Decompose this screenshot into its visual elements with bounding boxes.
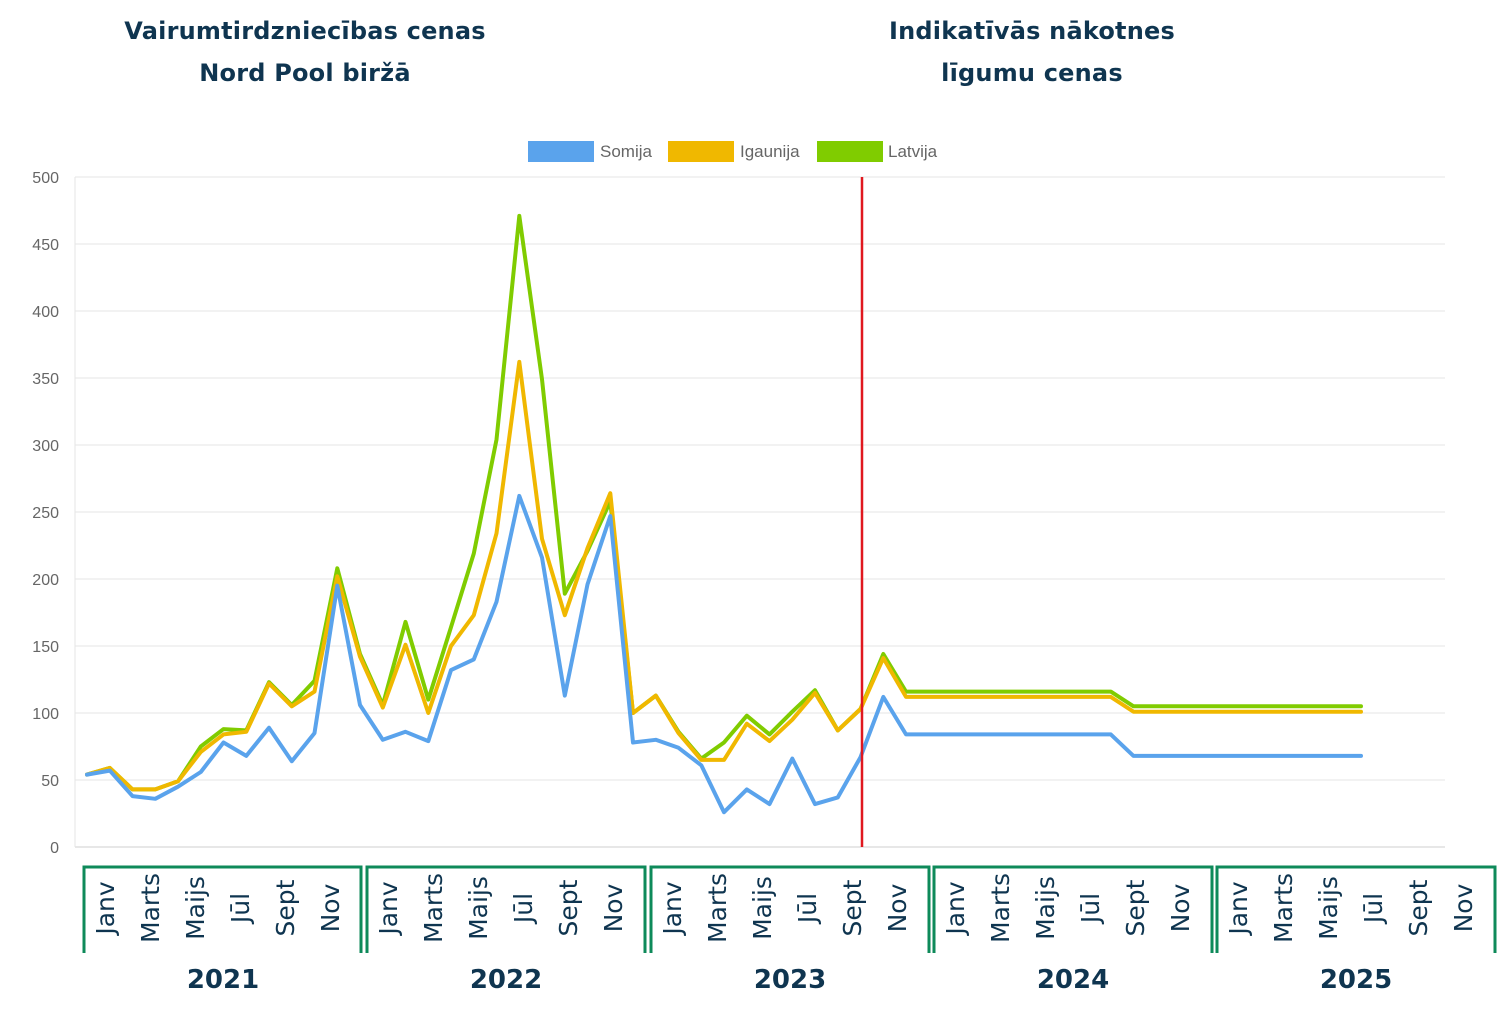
x-month-label: Nov [883,883,912,932]
y-tick-label: 100 [32,706,59,723]
legend-swatch-latvija [817,141,883,162]
x-month-label: Nov [316,883,345,932]
x-year-label: 2022 [470,965,542,995]
x-month-label: Jūl [226,893,255,925]
x-month-label: Nov [1449,883,1478,932]
x-month-label: Maijs [748,876,777,940]
heading-futures: Indikatīvās nākotnes līgumu cenas [832,10,1232,94]
x-month-label: Sept [554,879,583,936]
series-line-latvija [85,213,1363,792]
x-year-label: 2021 [187,965,259,995]
year-bracket-2024 [932,865,1214,953]
year-bracket-2023 [649,865,931,953]
y-tick-label: 0 [50,840,59,857]
legend-label-somija: Somija [600,142,653,161]
x-month-label: Jūl [509,893,538,925]
legend-label-igaunija: Igaunija [740,142,800,161]
y-tick-label: 350 [32,371,59,388]
x-month-label: Maijs [181,876,210,940]
legend-swatch-igaunija [668,141,734,162]
x-month-label: Maijs [1031,876,1060,940]
x-month-label: Marts [703,873,732,943]
y-tick-label: 450 [32,237,59,254]
legend-swatch-somija [528,141,594,162]
year-bracket-2022 [365,865,647,953]
x-month-label: Sept [838,879,867,936]
series-line-somija [85,493,1363,815]
y-tick-label: 200 [32,572,59,589]
x-month-label: Janv [374,881,403,937]
x-month-label: Maijs [464,876,493,940]
y-tick-label: 50 [41,773,59,790]
x-month-label: Nov [1166,883,1195,932]
heading-wholesale: Vairumtirdzniecības cenas Nord Pool birž… [105,10,505,94]
x-month-label: Janv [91,881,120,937]
x-month-label: Janv [941,881,970,937]
year-bracket-2025 [1215,865,1497,953]
heading-futures-line-1: Indikatīvās nākotnes [889,17,1175,45]
x-month-label: Marts [1269,873,1298,943]
x-month-label: Sept [1121,879,1150,936]
x-month-label: Marts [136,873,165,943]
chart-series-lines [85,213,1363,815]
x-month-label: Sept [271,879,300,936]
year-bracket-2021 [82,865,363,953]
x-year-label: 2025 [1320,965,1392,995]
y-tick-label: 400 [32,304,59,321]
x-month-label: Jūl [1359,893,1388,925]
chart-grid [74,176,1445,848]
heading-wholesale-line-1: Vairumtirdzniecības cenas [124,17,486,45]
y-tick-label: 500 [32,170,59,187]
x-year-label: 2023 [754,965,826,995]
y-axis: 0 50 100 150 200 250 300 350 400 450 500 [32,170,59,857]
x-month-label: Marts [419,873,448,943]
legend-label-latvija: Latvija [888,142,938,161]
chart-legend: Somija Igaunija Latvija [528,141,938,162]
x-month-label: Jūl [793,893,822,925]
x-axis: Janv Marts Maijs Jūl Sept Nov 2021 Janv Marts Mai… [82,865,1497,995]
heading-futures-line-2: līgumu cenas [941,59,1123,87]
x-month-label: Marts [986,873,1015,943]
x-month-label: Nov [599,883,628,932]
x-year-label: 2024 [1037,965,1109,995]
x-month-label: Sept [1404,879,1433,936]
x-month-label: Janv [1224,881,1253,937]
x-month-label: Jūl [1076,893,1105,925]
y-tick-label: 250 [32,505,59,522]
y-tick-label: 300 [32,438,59,455]
x-month-label: Janv [658,881,687,937]
heading-wholesale-line-2: Nord Pool biržā [199,59,411,87]
y-tick-label: 150 [32,639,59,656]
x-month-label: Maijs [1314,876,1343,940]
series-line-igaunija [85,359,1363,792]
